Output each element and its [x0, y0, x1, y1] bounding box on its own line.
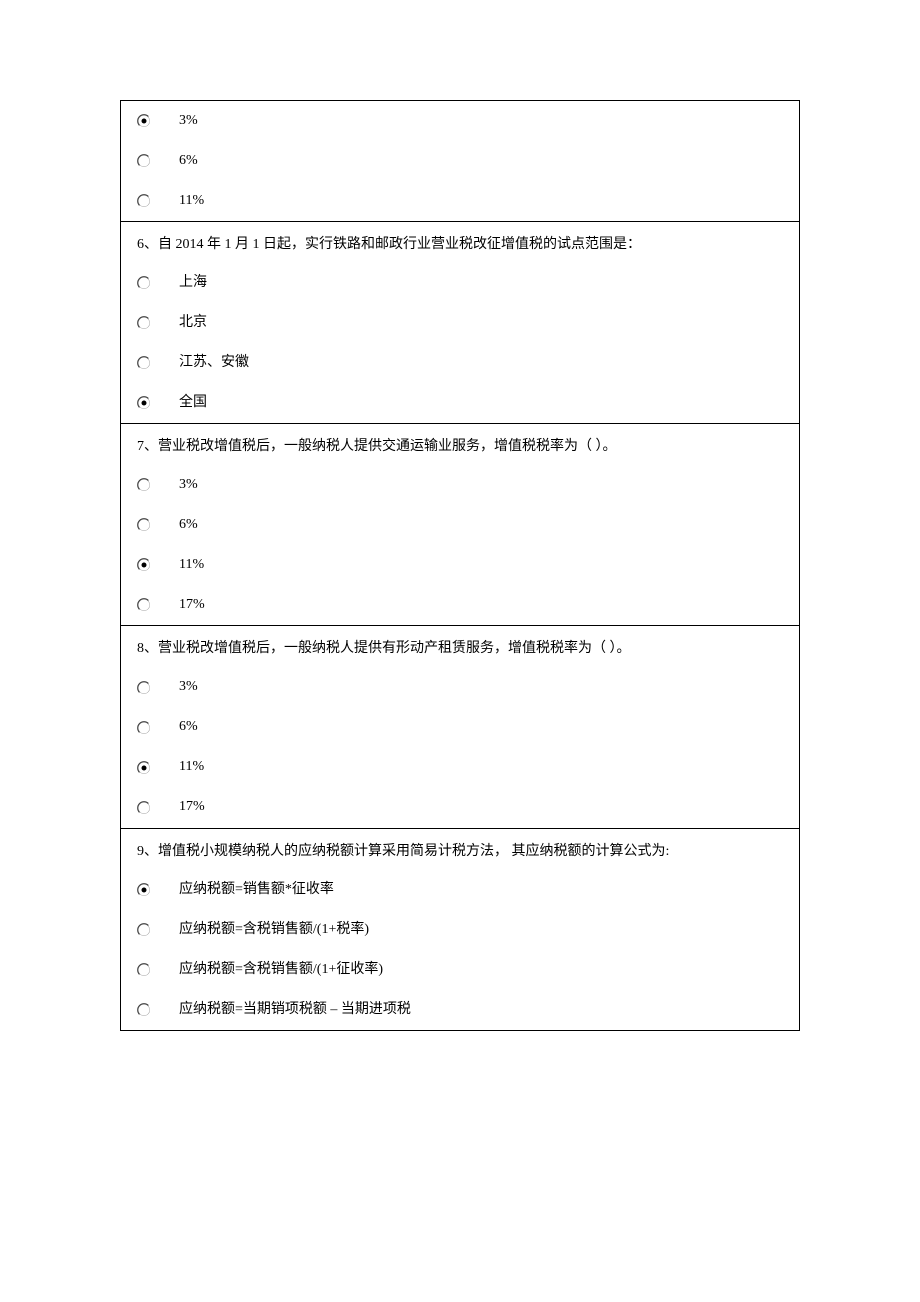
radio-icon: [137, 681, 151, 695]
option-label: 11%: [179, 190, 204, 212]
option-label: 6%: [179, 150, 198, 172]
q5-option-2[interactable]: 11%: [121, 181, 799, 221]
question-stem: 8、营业税改增值税后，一般纳税人提供有形动产租赁服务，增值税税率为（ ）。: [121, 626, 799, 667]
question-stem: 6、自 2014 年 1 月 1 日起，实行铁路和邮政行业营业税改征增值税的试点…: [121, 222, 799, 263]
option-label: 11%: [179, 756, 204, 778]
q6-option-2[interactable]: 江苏、安徽: [121, 343, 799, 383]
option-label: 6%: [179, 716, 198, 738]
q7-option-3[interactable]: 17%: [121, 585, 799, 625]
radio-icon: [137, 801, 151, 815]
radio-icon: [137, 478, 151, 492]
radio-icon: [137, 276, 151, 290]
quiz-container: 3% 6% 11% 6、自 2014 年 1 月 1 日起，实行铁路和邮政行业营…: [120, 100, 800, 1031]
q7-option-0[interactable]: 3%: [121, 465, 799, 505]
radio-icon: [137, 154, 151, 168]
question-6: 6、自 2014 年 1 月 1 日起，实行铁路和邮政行业营业税改征增值税的试点…: [121, 222, 799, 424]
radio-icon: [137, 558, 151, 572]
radio-icon: [137, 194, 151, 208]
q7-option-2[interactable]: 11%: [121, 545, 799, 585]
option-label: 应纳税额=当期销项税额 – 当期进项税: [179, 999, 411, 1021]
radio-icon: [137, 114, 151, 128]
q6-option-3[interactable]: 全国: [121, 383, 799, 423]
question-5-remainder: 3% 6% 11%: [121, 101, 799, 222]
option-label: 应纳税额=含税销售额/(1+征收率): [179, 959, 383, 981]
question-stem: 7、营业税改增值税后，一般纳税人提供交通运输业服务，增值税税率为（ ）。: [121, 424, 799, 465]
q6-option-1[interactable]: 北京: [121, 303, 799, 343]
radio-icon: [137, 396, 151, 410]
q8-option-1[interactable]: 6%: [121, 708, 799, 748]
q5-option-0[interactable]: 3%: [121, 101, 799, 141]
radio-icon: [137, 518, 151, 532]
option-label: 17%: [179, 594, 205, 616]
q5-option-1[interactable]: 6%: [121, 141, 799, 181]
radio-icon: [137, 761, 151, 775]
option-label: 江苏、安徽: [179, 352, 249, 374]
q9-option-2[interactable]: 应纳税额=含税销售额/(1+征收率): [121, 950, 799, 990]
radio-icon: [137, 1003, 151, 1017]
radio-icon: [137, 923, 151, 937]
question-stem: 9、增值税小规模纳税人的应纳税额计算采用简易计税方法， 其应纳税额的计算公式为:: [121, 829, 799, 870]
radio-icon: [137, 883, 151, 897]
option-label: 应纳税额=含税销售额/(1+税率): [179, 919, 369, 941]
question-9: 9、增值税小规模纳税人的应纳税额计算采用简易计税方法， 其应纳税额的计算公式为:…: [121, 829, 799, 1030]
radio-icon: [137, 598, 151, 612]
q8-option-3[interactable]: 17%: [121, 788, 799, 828]
option-label: 11%: [179, 554, 204, 576]
option-label: 3%: [179, 474, 198, 496]
option-label: 全国: [179, 392, 207, 414]
q9-option-0[interactable]: 应纳税额=销售额*征收率: [121, 870, 799, 910]
option-label: 3%: [179, 676, 198, 698]
option-label: 17%: [179, 796, 205, 818]
radio-icon: [137, 721, 151, 735]
q8-option-2[interactable]: 11%: [121, 748, 799, 788]
question-8: 8、营业税改增值税后，一般纳税人提供有形动产租赁服务，增值税税率为（ ）。 3%…: [121, 626, 799, 828]
radio-icon: [137, 963, 151, 977]
question-7: 7、营业税改增值税后，一般纳税人提供交通运输业服务，增值税税率为（ ）。 3% …: [121, 424, 799, 626]
option-label: 应纳税额=销售额*征收率: [179, 879, 334, 901]
q7-option-1[interactable]: 6%: [121, 505, 799, 545]
radio-icon: [137, 356, 151, 370]
q9-option-3[interactable]: 应纳税额=当期销项税额 – 当期进项税: [121, 990, 799, 1030]
option-label: 3%: [179, 110, 198, 132]
q8-option-0[interactable]: 3%: [121, 668, 799, 708]
q9-option-1[interactable]: 应纳税额=含税销售额/(1+税率): [121, 910, 799, 950]
option-label: 6%: [179, 514, 198, 536]
q6-option-0[interactable]: 上海: [121, 263, 799, 303]
option-label: 上海: [179, 272, 207, 294]
option-label: 北京: [179, 312, 207, 334]
radio-icon: [137, 316, 151, 330]
